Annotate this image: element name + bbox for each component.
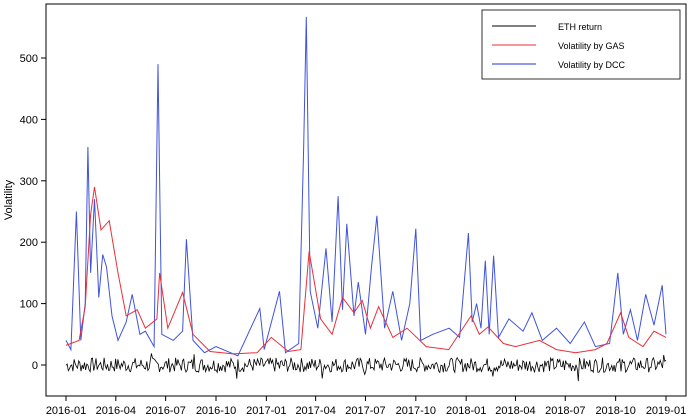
x-tick-label: 2017-07	[345, 405, 385, 417]
y-axis-label: Volatility	[3, 179, 15, 220]
legend-label: Volatility by GAS	[558, 41, 625, 51]
x-tick-label: 2018-01	[446, 405, 486, 417]
x-tick-label: 2018-04	[495, 405, 535, 417]
x-tick-label: 2016-07	[145, 405, 185, 417]
x-tick-label: 2017-01	[246, 405, 286, 417]
y-tick-label: 0	[32, 360, 38, 372]
y-tick-label: 300	[20, 176, 38, 188]
y-tick-label: 200	[20, 237, 38, 249]
legend: ETH return Volatility by GAS Volatility by…	[481, 9, 681, 80]
series-line-volatility-by-dcc	[65, 16, 667, 357]
series-layer	[65, 16, 667, 382]
legend-label: ETH return	[558, 22, 602, 32]
y-axis: 0 100 200 300 400 500	[20, 53, 47, 372]
y-tick-label: 400	[20, 114, 38, 126]
x-tick-label: 2019-01	[646, 405, 686, 417]
x-tick-label: 2016-10	[196, 405, 236, 417]
y-tick-label: 100	[20, 299, 38, 311]
x-tick-label: 2018-07	[545, 405, 585, 417]
x-axis: 2016-01 2016-04 2016-07 2016-10 2017-01 2017-…	[46, 395, 686, 417]
series-line-volatility-by-gas	[65, 186, 667, 355]
x-tick-label: 2016-01	[46, 405, 86, 417]
x-tick-label: 2017-10	[396, 405, 436, 417]
x-tick-label: 2017-04	[295, 405, 335, 417]
series-line-eth-return	[65, 353, 667, 382]
x-tick-label: 2018-10	[595, 405, 635, 417]
legend-label: Volatility by DCC	[558, 60, 626, 70]
x-tick-label: 2016-04	[96, 405, 136, 417]
y-tick-label: 500	[20, 53, 38, 65]
